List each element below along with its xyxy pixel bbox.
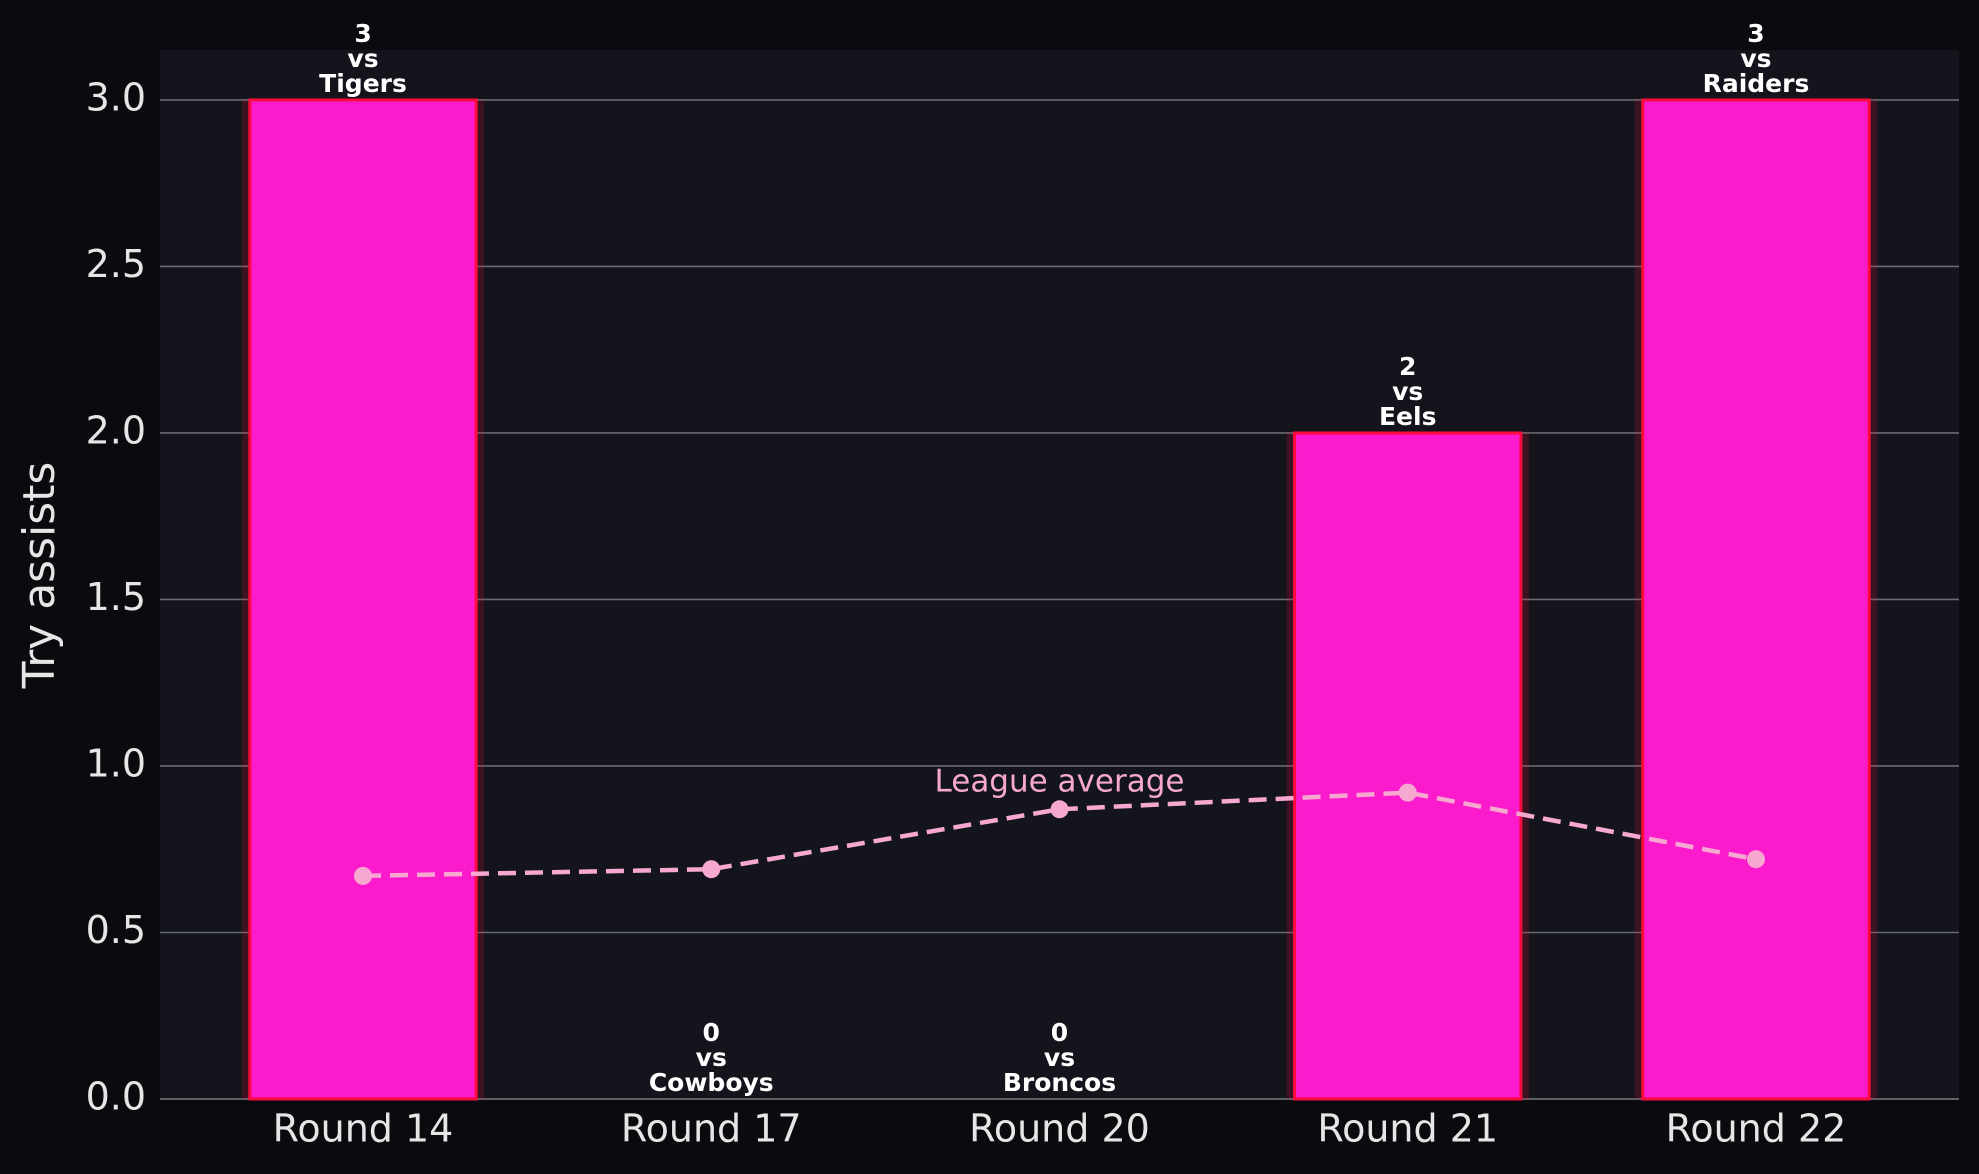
- average-point: [702, 860, 721, 879]
- average-line: [362, 790, 1757, 879]
- average-point: [1746, 850, 1765, 869]
- value-label: Tigers: [319, 69, 407, 98]
- line-annotation: League average: [935, 763, 1185, 799]
- value-label: Eels: [1379, 402, 1436, 431]
- average-point: [1050, 800, 1069, 819]
- bar: [1293, 431, 1523, 1101]
- y-tick-label: 3.0: [86, 75, 146, 119]
- y-tick-label: 0.5: [86, 908, 146, 952]
- x-tick-label: Round 22: [1666, 1107, 1847, 1151]
- value-label: Broncos: [1003, 1068, 1116, 1097]
- x-tick-label: Round 17: [621, 1107, 802, 1151]
- bar: [248, 98, 478, 1101]
- value-label: Cowboys: [649, 1068, 774, 1097]
- value-label-connector: vs: [347, 44, 378, 73]
- bar: [1641, 98, 1871, 1101]
- y-tick-label: 1.0: [86, 741, 146, 785]
- x-tick-label: Round 21: [1317, 1107, 1498, 1151]
- value-label-connector: vs: [1740, 44, 1771, 73]
- y-tick-label: 0.0: [86, 1075, 146, 1119]
- x-tick-label: Round 20: [969, 1107, 1150, 1151]
- value-label-connector: vs: [696, 1043, 727, 1072]
- value-label: 3: [354, 19, 371, 48]
- average-point: [1398, 783, 1417, 802]
- value-label-connector: vs: [1392, 377, 1423, 406]
- y-tick-label: 2.5: [86, 242, 146, 286]
- average-point: [354, 866, 373, 885]
- value-label: 3: [1747, 19, 1764, 48]
- value-label: 0: [1051, 1018, 1068, 1047]
- y-tick-label: 1.5: [86, 575, 146, 619]
- y-axis-label: Try assists: [14, 462, 65, 690]
- value-label-connector: vs: [1044, 1043, 1075, 1072]
- value-label: Raiders: [1703, 69, 1810, 98]
- x-tick-label: Round 14: [273, 1107, 454, 1151]
- value-label: 2: [1399, 352, 1416, 381]
- y-tick-label: 2.0: [86, 408, 146, 452]
- value-label: 0: [703, 1018, 720, 1047]
